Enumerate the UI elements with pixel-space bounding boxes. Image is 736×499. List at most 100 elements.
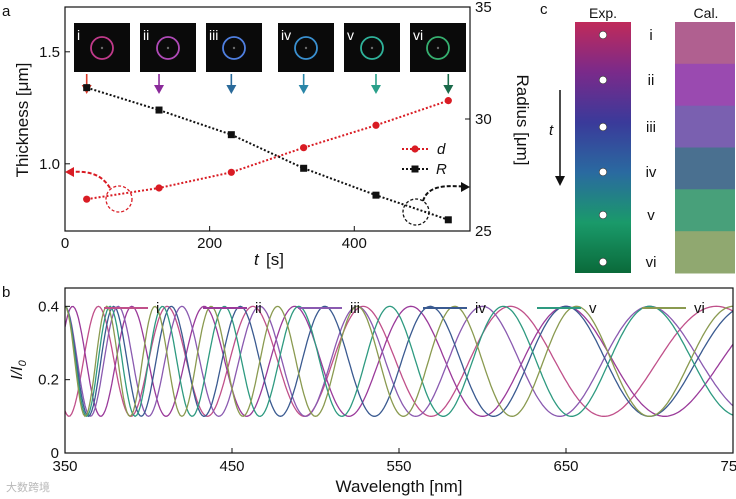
panel-c-label: c: [540, 1, 548, 18]
ylabel-sub: 0: [17, 359, 29, 366]
ylabel-i: I: [9, 375, 26, 380]
data-point-R: [227, 131, 235, 139]
d-pointer-arrowhead: [65, 167, 74, 177]
inset-ring: [90, 36, 114, 60]
data-point-d: [83, 195, 91, 203]
x-tick-label: 350: [52, 458, 77, 475]
data-point-d: [444, 97, 452, 105]
y-left-tick-label: 1.5: [39, 44, 60, 61]
x-tick-label: 650: [553, 458, 578, 475]
panel-b-ylabel: I/I0: [9, 359, 29, 379]
panel-a-insets: i ii iii iv v vi: [74, 23, 466, 72]
series-line-R: [86, 86, 449, 221]
row-label-v: v: [647, 207, 655, 224]
exp-dot-ii: [598, 75, 608, 85]
panel-b-xlabel: Wavelength [nm]: [336, 477, 463, 496]
panel-a-series: [83, 84, 452, 224]
cal-block-iii: [675, 105, 735, 148]
ylabel-i0: I: [9, 366, 26, 371]
x-tick-label: 200: [197, 235, 222, 252]
panel-a-xlabel-unit: [s]: [266, 250, 284, 269]
panel-a-xlabel-var: t: [254, 250, 260, 269]
inset-image-ii: ii: [140, 23, 196, 72]
y-left-tick-label: 1.0: [39, 156, 60, 173]
y-tick-label: 0.4: [38, 298, 59, 315]
legend-label-v: v: [589, 300, 597, 317]
data-point-R: [300, 164, 308, 172]
x-tick-label: 400: [342, 235, 367, 252]
inset-center: [436, 46, 440, 50]
data-point-R: [83, 84, 91, 92]
cal-block-ii: [675, 63, 735, 107]
panel-c-cal-header: Cal.: [694, 5, 719, 21]
row-label-iii: iii: [646, 119, 656, 136]
exp-dot-i: [598, 30, 608, 40]
y-right-tick-label: 35: [475, 0, 492, 16]
panel-b-legend: i ii iii iv v vi: [104, 300, 705, 317]
spectrum-line-iv: [65, 305, 733, 418]
panel-a-ylabel-right: Radius [μm]: [513, 74, 532, 165]
y-right-tick-label: 25: [475, 223, 492, 240]
inset-label: iv: [281, 27, 291, 43]
time-arrowhead: [443, 85, 454, 94]
inset-image-iii: iii: [206, 23, 262, 72]
x-tick-label: 450: [219, 458, 244, 475]
spectrum-line-iii: [65, 305, 733, 418]
inset-label: iii: [209, 27, 218, 43]
time-arrowhead: [298, 85, 309, 94]
inset-center: [370, 46, 374, 50]
legend-label-iii: iii: [350, 300, 360, 317]
cal-block-vi: [675, 231, 735, 274]
row-label-iv: iv: [646, 164, 657, 181]
exp-color-strip: [575, 22, 631, 273]
exp-dot-iii: [598, 122, 608, 132]
data-point-d: [227, 168, 235, 176]
cal-block-v: [675, 189, 735, 232]
inset-label: v: [347, 27, 354, 43]
legend-d-marker: [411, 145, 419, 153]
time-label: t: [549, 122, 554, 139]
watermark: 大数跨境: [6, 481, 50, 494]
panel-a-ylabel-left: Thickness [μm]: [13, 63, 32, 178]
inset-image-vi: vi: [410, 23, 466, 72]
inset-label: i: [77, 27, 80, 43]
legend-label-ii: ii: [255, 300, 262, 317]
data-point-R: [155, 106, 163, 114]
legend-label-vi: vi: [694, 300, 705, 317]
legend-label-iv: iv: [475, 300, 486, 317]
exp-dots: [598, 30, 608, 267]
time-arrowhead: [555, 176, 565, 186]
x-tick-label: 550: [386, 458, 411, 475]
data-point-R: [372, 191, 380, 199]
legend-label-i: i: [156, 300, 159, 317]
inset-image-iv: iv: [278, 23, 334, 72]
inset-ring: [156, 36, 180, 60]
cal-color-blocks: [675, 22, 735, 274]
inset-label: vi: [413, 27, 423, 43]
r-pointer-curve: [422, 185, 469, 202]
series-line-d: [86, 99, 449, 201]
inset-ring: [222, 36, 246, 60]
y-tick-label: 0: [51, 445, 59, 462]
exp-dot-iv: [598, 167, 608, 177]
inset-center: [100, 46, 104, 50]
panel-a-annotations: [65, 167, 470, 226]
inset-ring: [360, 36, 384, 60]
panel-c-exp-header: Exp.: [589, 5, 617, 21]
inset-ring: [294, 36, 318, 60]
panel-a-ticks: 0 200 400 1.0 1.5 25 30 35: [39, 0, 492, 252]
cal-block-i: [675, 22, 735, 65]
y-right-tick-label: 30: [475, 111, 492, 128]
panel-b-ticks: 350 450 550 650 750 0 0.2 0.4: [38, 298, 736, 475]
legend-d-label: d: [437, 141, 446, 158]
y-tick-label: 0.2: [38, 372, 59, 389]
row-label-vi: vi: [646, 254, 657, 271]
inset-image-i: i: [74, 23, 130, 72]
data-point-d: [300, 144, 308, 152]
cal-block-iv: [675, 147, 735, 190]
x-tick-label: 0: [61, 235, 69, 252]
